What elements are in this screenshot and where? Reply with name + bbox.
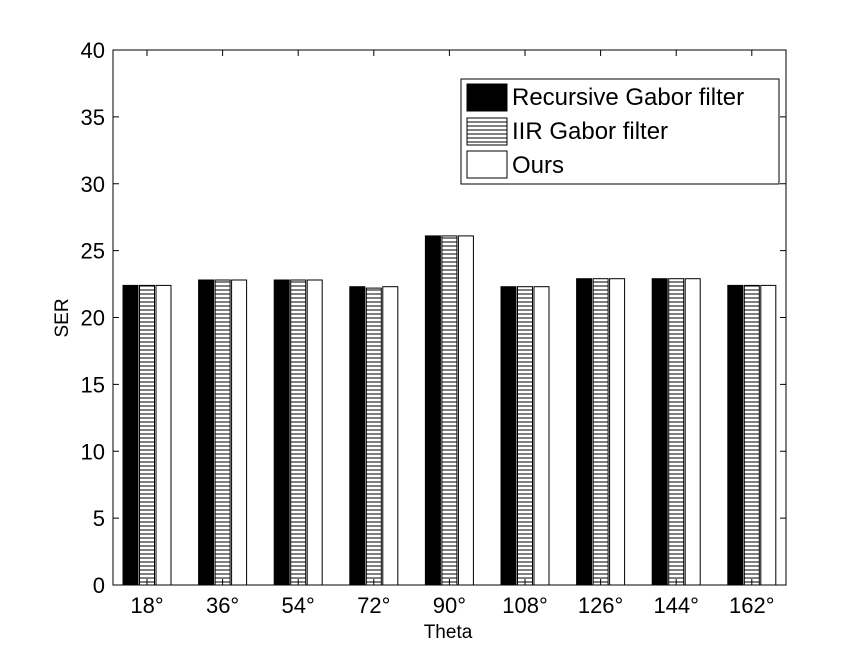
y-tick-label-8: 40 bbox=[81, 38, 105, 63]
bar-iir-gabor-filter-5 bbox=[517, 286, 533, 586]
y-tick-label-4: 20 bbox=[81, 306, 105, 331]
bar-ours-4 bbox=[457, 235, 474, 586]
bar-recursive-gabor-filter-1 bbox=[198, 279, 215, 586]
y-tick-label-1: 5 bbox=[93, 506, 105, 531]
x-tick-label-3: 72° bbox=[357, 593, 390, 618]
x-tick-label-5: 108° bbox=[502, 593, 548, 618]
bar-recursive-gabor-filter-2 bbox=[273, 279, 290, 586]
x-tick-label-7: 144° bbox=[653, 593, 699, 618]
y-tick-label-2: 10 bbox=[81, 439, 105, 464]
bar-ours-8 bbox=[760, 284, 777, 586]
bar-ours-1 bbox=[231, 279, 248, 586]
bar-ours-2 bbox=[306, 279, 323, 586]
x-tick-label-2: 54° bbox=[282, 593, 315, 618]
legend-swatch-ours bbox=[466, 150, 508, 179]
bar-iir-gabor-filter-3 bbox=[365, 287, 382, 586]
y-tick-label-3: 15 bbox=[81, 372, 105, 397]
bar-iir-gabor-filter-6 bbox=[592, 278, 609, 586]
x-tick-label-1: 36° bbox=[206, 593, 239, 618]
bars-layer bbox=[122, 235, 777, 586]
legend-swatch-iir-gabor bbox=[466, 117, 508, 146]
y-axis-title: SER bbox=[52, 298, 73, 337]
bar-ours-5 bbox=[533, 286, 550, 586]
y-tick-label-6: 30 bbox=[81, 172, 105, 197]
bar-ours-6 bbox=[609, 278, 626, 586]
x-axis: 18° 36° 54° 72° 90° 108° 126° 144° 162° bbox=[130, 50, 775, 618]
bar-recursive-gabor-filter-6 bbox=[576, 278, 593, 586]
bar-ours-0 bbox=[155, 284, 172, 586]
bar-iir-gabor-filter-7 bbox=[668, 278, 685, 586]
bar-recursive-gabor-filter-5 bbox=[500, 286, 517, 586]
bar-recursive-gabor-filter-8 bbox=[727, 284, 744, 586]
bar-ours-7 bbox=[684, 278, 701, 586]
y-tick-label-0: 0 bbox=[93, 573, 105, 598]
x-tick-label-6: 126° bbox=[578, 593, 624, 618]
bar-recursive-gabor-filter-3 bbox=[349, 286, 366, 586]
legend: Recursive Gabor filter IIR Gabor filter … bbox=[460, 78, 780, 185]
x-tick-label-4: 90° bbox=[433, 593, 466, 618]
y-tick-label-5: 25 bbox=[81, 239, 105, 264]
legend-label-iir-gabor: IIR Gabor filter bbox=[512, 118, 668, 145]
legend-label-ours: Ours bbox=[512, 152, 564, 179]
bar-recursive-gabor-filter-4 bbox=[424, 235, 441, 586]
bar-recursive-gabor-filter-7 bbox=[651, 278, 668, 586]
bar-iir-gabor-filter-8 bbox=[743, 284, 760, 586]
legend-label-recursive-gabor: Recursive Gabor filter bbox=[512, 84, 744, 111]
bar-iir-gabor-filter-2 bbox=[290, 279, 307, 586]
bar-iir-gabor-filter-0 bbox=[139, 284, 155, 586]
legend-box bbox=[460, 78, 780, 185]
x-axis-title: Theta bbox=[424, 622, 473, 643]
y-axis: 0 5 10 15 20 25 30 35 40 bbox=[81, 38, 786, 598]
y-tick-label-7: 35 bbox=[81, 105, 105, 130]
bar-recursive-gabor-filter-0 bbox=[122, 284, 139, 586]
x-tick-label-0: 18° bbox=[130, 593, 163, 618]
bar-iir-gabor-filter-4 bbox=[441, 235, 458, 586]
legend-swatch-recursive-gabor bbox=[466, 83, 508, 112]
bar-iir-gabor-filter-1 bbox=[214, 279, 231, 586]
bar-ours-3 bbox=[382, 286, 399, 586]
x-tick-label-8: 162° bbox=[729, 593, 775, 618]
